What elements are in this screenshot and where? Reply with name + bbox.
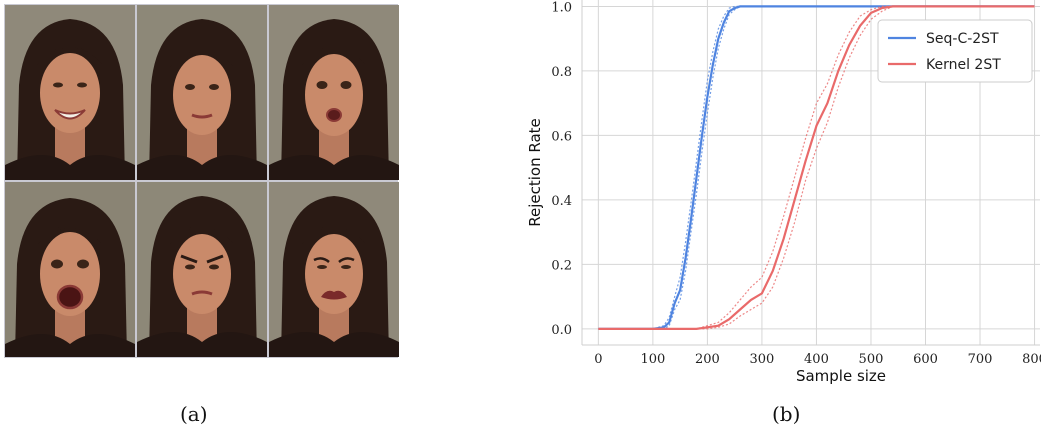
y-tick-label-4: 0.8: [551, 65, 572, 80]
legend-label-seq-c-2st: Seq-C-2ST: [926, 31, 999, 47]
x-tick-label-0: 0: [594, 352, 602, 367]
y-tick-label-0: 0.0: [551, 323, 572, 338]
x-tick-label-1: 100: [640, 352, 665, 367]
series-band-lower-kernel-2st: [598, 5, 1035, 330]
caption-b: (b): [772, 402, 801, 426]
x-tick-label-2: 200: [695, 352, 720, 367]
face-photo-grid: [4, 4, 399, 358]
x-tick-label-4: 400: [804, 352, 829, 367]
series-line-kernel-2st: [598, 5, 1035, 330]
y-axis-label: Rejection Rate: [526, 118, 544, 227]
face-photo-panel: [4, 4, 399, 358]
face-photo-fearful: [5, 182, 135, 357]
face-photo-disgusted: [269, 182, 399, 357]
y-tick-label-3: 0.6: [551, 129, 572, 144]
face-photo-neutral: [137, 5, 267, 180]
series-band-upper-kernel-2st: [598, 5, 1035, 330]
face-photo-happy: [5, 5, 135, 180]
chart-svg: 0 100 200 300 400 500 600 700 800 0.0 0.2 0.4 0.6 0.8…: [526, 0, 1041, 385]
y-tick-label-1: 0.2: [551, 258, 572, 273]
x-axis-label: Sample size: [796, 367, 886, 385]
x-tick-label-7: 700: [968, 352, 993, 367]
face-photo-surprised: [269, 5, 399, 180]
series-band-lower-seq-c-2st: [598, 5, 1035, 330]
series-band-upper-seq-c-2st: [598, 5, 1035, 330]
x-tick-label-5: 500: [859, 352, 884, 367]
series-line-seq-c-2st: [598, 5, 1035, 330]
rejection-rate-chart: 0 100 200 300 400 500 600 700 800 0.0 0.2 0.4 0.6 0.8…: [520, 0, 1041, 400]
caption-a: (a): [180, 402, 208, 426]
legend-label-kernel-2st: Kernel 2ST: [926, 57, 1001, 73]
x-tick-label-3: 300: [750, 352, 775, 367]
face-photo-angry: [137, 182, 267, 357]
x-tick-label-6: 600: [913, 352, 938, 367]
y-tick-label-2: 0.4: [551, 194, 572, 209]
legend-box: [877, 19, 1033, 83]
x-tick-label-8: 800: [1022, 352, 1041, 367]
y-tick-label-5: 1.0: [551, 0, 572, 15]
